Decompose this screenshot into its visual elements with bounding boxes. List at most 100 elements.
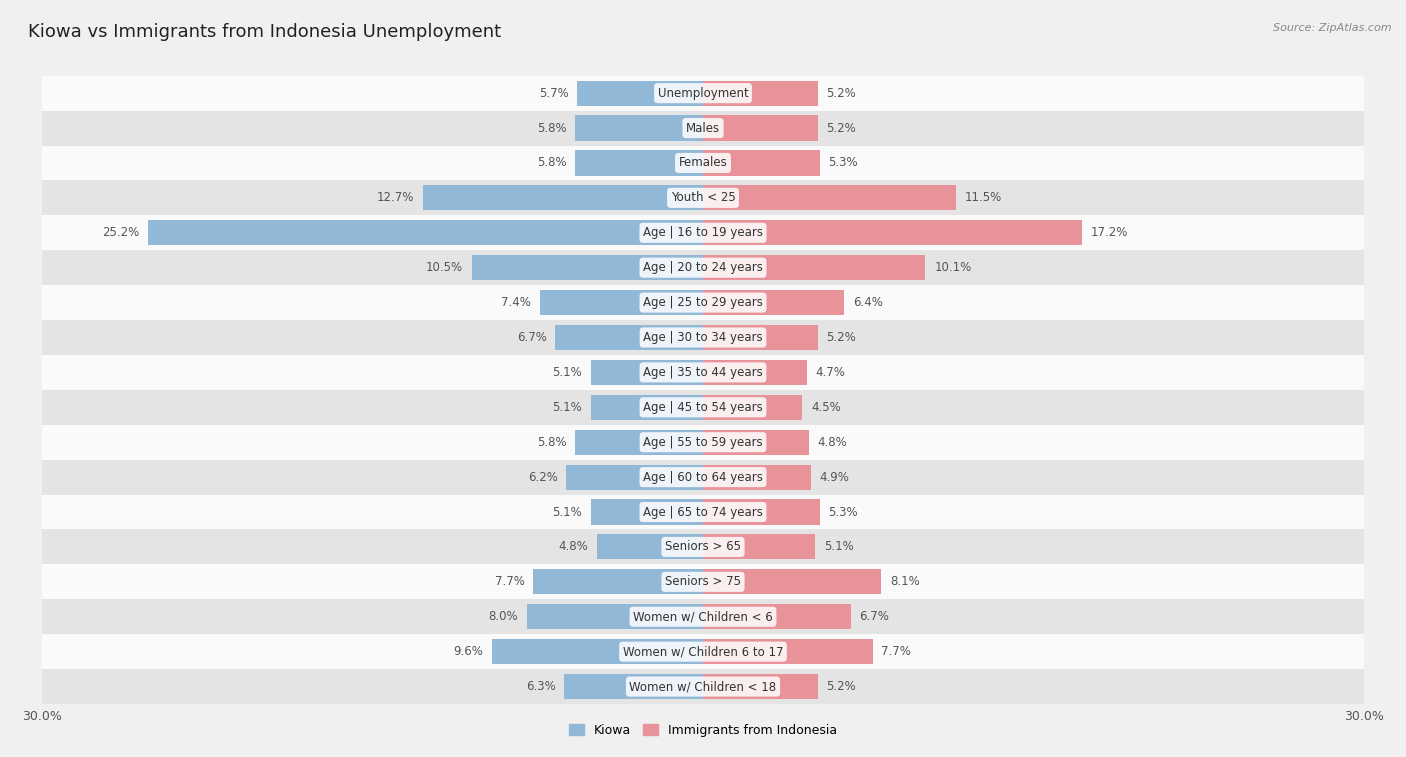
Bar (703, 534, 815, 559)
Text: Age | 30 to 34 years: Age | 30 to 34 years (643, 331, 763, 344)
Text: Age | 25 to 29 years: Age | 25 to 29 years (643, 296, 763, 309)
Text: 6.4%: 6.4% (853, 296, 883, 309)
Text: 8.1%: 8.1% (890, 575, 920, 588)
Text: 5.2%: 5.2% (827, 331, 856, 344)
Text: 5.1%: 5.1% (553, 506, 582, 519)
Bar (703, 569, 882, 594)
Text: 6.7%: 6.7% (517, 331, 547, 344)
Text: Age | 55 to 59 years: Age | 55 to 59 years (643, 436, 763, 449)
Bar (42, 565, 1364, 600)
Bar (564, 674, 703, 699)
Text: 7.7%: 7.7% (495, 575, 524, 588)
Text: Seniors > 65: Seniors > 65 (665, 540, 741, 553)
Bar (575, 151, 703, 176)
Bar (591, 394, 703, 420)
Bar (42, 459, 1364, 494)
Text: Age | 65 to 74 years: Age | 65 to 74 years (643, 506, 763, 519)
Text: 12.7%: 12.7% (377, 192, 415, 204)
Bar (42, 215, 1364, 251)
Text: 5.8%: 5.8% (537, 436, 567, 449)
Bar (567, 465, 703, 490)
Text: 5.1%: 5.1% (824, 540, 853, 553)
Legend: Kiowa, Immigrants from Indonesia: Kiowa, Immigrants from Indonesia (564, 718, 842, 742)
Text: 7.7%: 7.7% (882, 645, 911, 658)
Bar (42, 145, 1364, 180)
Text: 5.2%: 5.2% (827, 86, 856, 100)
Text: Women w/ Children 6 to 17: Women w/ Children 6 to 17 (623, 645, 783, 658)
Bar (703, 116, 817, 141)
Bar (42, 390, 1364, 425)
Bar (42, 320, 1364, 355)
Bar (148, 220, 703, 245)
Text: 8.0%: 8.0% (488, 610, 517, 623)
Text: Females: Females (679, 157, 727, 170)
Text: Source: ZipAtlas.com: Source: ZipAtlas.com (1274, 23, 1392, 33)
Bar (42, 111, 1364, 145)
Text: Youth < 25: Youth < 25 (671, 192, 735, 204)
Bar (533, 569, 703, 594)
Bar (703, 465, 811, 490)
Text: 5.8%: 5.8% (537, 157, 567, 170)
Bar (598, 534, 703, 559)
Bar (703, 500, 820, 525)
Text: 5.7%: 5.7% (538, 86, 568, 100)
Bar (42, 355, 1364, 390)
Bar (492, 639, 703, 664)
Text: 25.2%: 25.2% (101, 226, 139, 239)
Bar (42, 669, 1364, 704)
Bar (42, 494, 1364, 529)
Text: Women w/ Children < 18: Women w/ Children < 18 (630, 680, 776, 693)
Bar (42, 600, 1364, 634)
Bar (42, 76, 1364, 111)
Bar (578, 80, 703, 106)
Text: Age | 35 to 44 years: Age | 35 to 44 years (643, 366, 763, 379)
Bar (703, 325, 817, 350)
Text: 5.2%: 5.2% (827, 680, 856, 693)
Bar (555, 325, 703, 350)
Text: Age | 45 to 54 years: Age | 45 to 54 years (643, 400, 763, 414)
Text: 7.4%: 7.4% (502, 296, 531, 309)
Text: Age | 60 to 64 years: Age | 60 to 64 years (643, 471, 763, 484)
Bar (42, 529, 1364, 565)
Text: Women w/ Children < 6: Women w/ Children < 6 (633, 610, 773, 623)
Text: 4.7%: 4.7% (815, 366, 845, 379)
Text: 4.5%: 4.5% (811, 400, 841, 414)
Text: 10.1%: 10.1% (934, 261, 972, 274)
Bar (703, 290, 844, 315)
Bar (540, 290, 703, 315)
Bar (703, 151, 820, 176)
Text: 5.8%: 5.8% (537, 122, 567, 135)
Text: 9.6%: 9.6% (453, 645, 482, 658)
Text: 4.9%: 4.9% (820, 471, 849, 484)
Bar (42, 251, 1364, 285)
Text: 4.8%: 4.8% (558, 540, 589, 553)
Bar (42, 180, 1364, 215)
Bar (703, 639, 873, 664)
Bar (703, 394, 801, 420)
Text: 6.2%: 6.2% (527, 471, 558, 484)
Text: 4.8%: 4.8% (817, 436, 848, 449)
Bar (591, 500, 703, 525)
Bar (575, 116, 703, 141)
Text: 17.2%: 17.2% (1091, 226, 1128, 239)
Text: 5.1%: 5.1% (553, 366, 582, 379)
Text: Seniors > 75: Seniors > 75 (665, 575, 741, 588)
Text: Kiowa vs Immigrants from Indonesia Unemployment: Kiowa vs Immigrants from Indonesia Unemp… (28, 23, 502, 41)
Text: 5.3%: 5.3% (828, 506, 858, 519)
Bar (42, 634, 1364, 669)
Bar (42, 285, 1364, 320)
Bar (42, 425, 1364, 459)
Text: 5.1%: 5.1% (553, 400, 582, 414)
Bar (703, 360, 807, 385)
Bar (703, 674, 817, 699)
Text: 5.2%: 5.2% (827, 122, 856, 135)
Text: 5.3%: 5.3% (828, 157, 858, 170)
Bar (591, 360, 703, 385)
Bar (703, 430, 808, 455)
Text: 11.5%: 11.5% (965, 192, 1002, 204)
Bar (703, 80, 817, 106)
Bar (703, 220, 1081, 245)
Bar (703, 255, 925, 280)
Text: Males: Males (686, 122, 720, 135)
Bar (527, 604, 703, 629)
